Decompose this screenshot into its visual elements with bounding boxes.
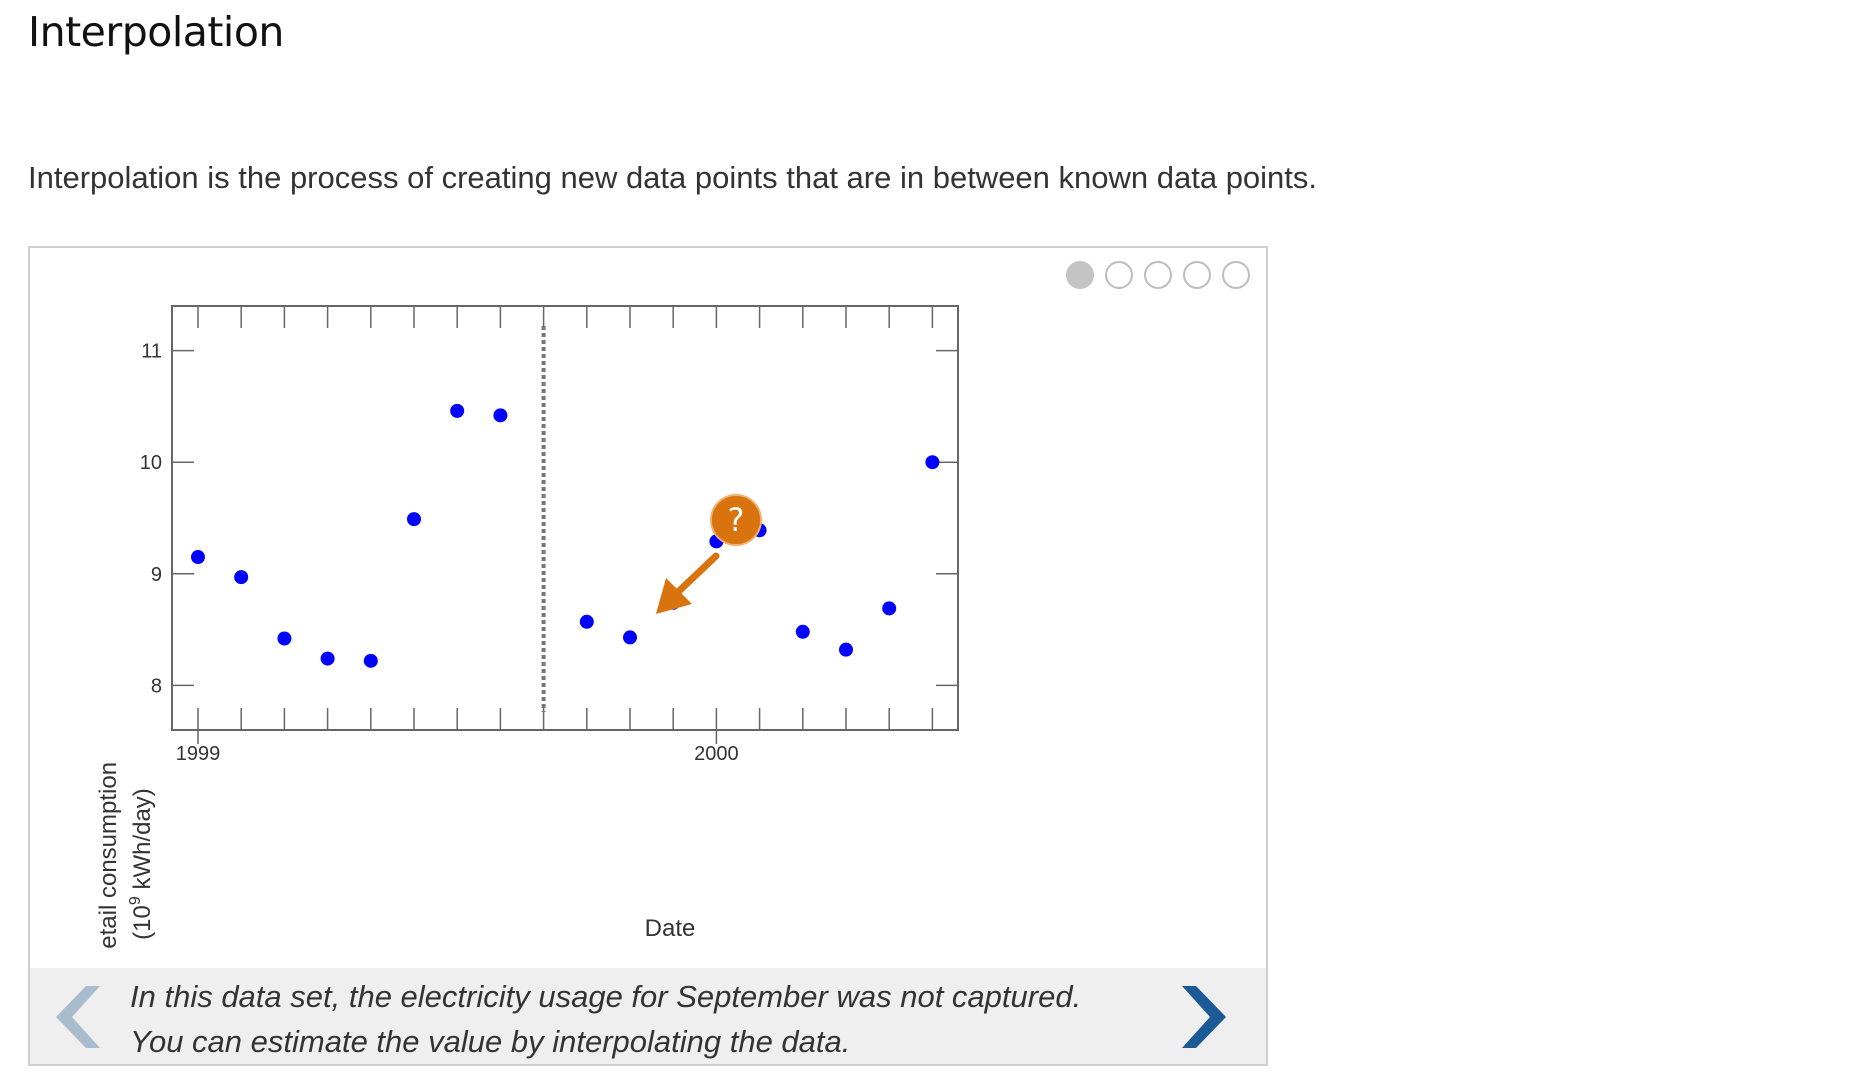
x-tick-label: 1999	[176, 743, 221, 765]
data-point	[363, 653, 378, 668]
caption-bar: In this data set, the electricity usage …	[30, 968, 1266, 1064]
question-mark: ?	[728, 501, 745, 539]
data-point	[320, 651, 335, 666]
data-point	[623, 630, 637, 645]
y-axis-label: Retail consumption (109 kWh/day)	[95, 762, 156, 948]
data-point	[493, 408, 508, 423]
x-tick-label: 2000	[694, 743, 739, 765]
y-tick-label: 9	[151, 564, 162, 586]
slide-dot-4[interactable]	[1183, 261, 1211, 289]
slideshow-panel: Date Retail consumption (109 kWh/day) 19…	[28, 246, 1268, 1066]
callout-arrow-shaft	[674, 552, 720, 596]
y-axis-label-line1: Retail consumption	[95, 762, 122, 948]
caption-line-1: In this data set, the electricity usage …	[130, 979, 1082, 1014]
question-callout: ?	[656, 494, 762, 614]
slide-dot-5[interactable]	[1222, 261, 1250, 289]
intro-text: Interpolation is the process of creating…	[28, 160, 1318, 195]
data-point	[839, 642, 853, 657]
slide-dot-1[interactable]	[1066, 261, 1094, 289]
data-point	[450, 403, 465, 418]
plot-frame	[171, 305, 959, 731]
y-axis-label-line2: (109 kWh/day)	[127, 788, 156, 940]
data-point	[882, 601, 897, 616]
data-point	[407, 512, 421, 527]
caption-line-2: You can estimate the value by interpolat…	[130, 1024, 851, 1059]
x-axis-label: Date	[645, 915, 696, 942]
data-point	[925, 455, 940, 470]
data-point	[191, 550, 205, 565]
slide-dot-2[interactable]	[1105, 261, 1133, 289]
y-tick-label: 10	[140, 452, 162, 474]
slide-dot-3[interactable]	[1144, 261, 1172, 289]
y-tick-label: 11	[141, 341, 162, 363]
next-slide-button[interactable]	[1180, 984, 1236, 1050]
data-point	[579, 614, 594, 629]
question-icon	[710, 494, 762, 546]
arrow-icon	[656, 578, 692, 614]
slide-caption: In this data set, the electricity usage …	[130, 974, 1081, 1064]
chevron-right-icon	[1182, 986, 1226, 1048]
data-point	[795, 624, 810, 639]
data-point	[234, 570, 249, 585]
y-tick-label: 8	[151, 675, 162, 697]
slide-indicators	[1066, 261, 1250, 289]
data-point	[277, 631, 292, 646]
chevron-left-icon	[56, 986, 100, 1048]
prev-slide-button[interactable]	[46, 984, 102, 1050]
page-title: Interpolation	[28, 8, 284, 56]
scatter-chart: Date Retail consumption (109 kWh/day) 19…	[95, 305, 959, 948]
